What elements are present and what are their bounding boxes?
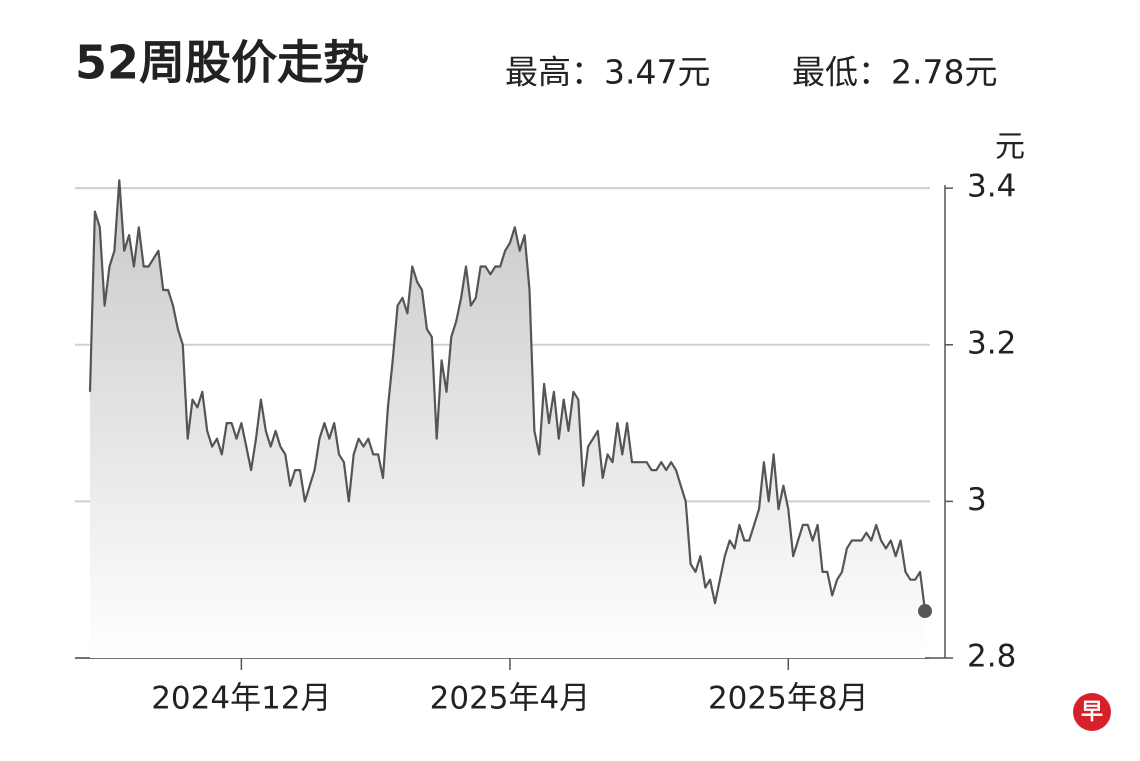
logo-badge <box>1073 693 1111 731</box>
logo: 早 <box>1081 700 1103 725</box>
y-tick-label: 2.8 <box>967 639 1016 675</box>
y-axis-label: 元 <box>995 130 1025 165</box>
y-tick-label: 3.2 <box>967 325 1016 361</box>
x-tick-label: 2025年4月 <box>430 681 591 717</box>
y-tick-label: 3 <box>967 482 987 518</box>
x-tick-label: 2024年12月 <box>151 681 331 717</box>
high-label: 最高：3.47元 <box>505 53 710 92</box>
low-label: 最低：2.78元 <box>792 53 997 92</box>
x-tick-label: 2025年8月 <box>708 681 869 717</box>
area <box>90 180 925 659</box>
price-line <box>88 179 927 612</box>
chart-title: 52周股价走势 <box>75 36 369 90</box>
end-dot <box>918 604 932 619</box>
y-tick-label: 3.4 <box>967 169 1016 205</box>
